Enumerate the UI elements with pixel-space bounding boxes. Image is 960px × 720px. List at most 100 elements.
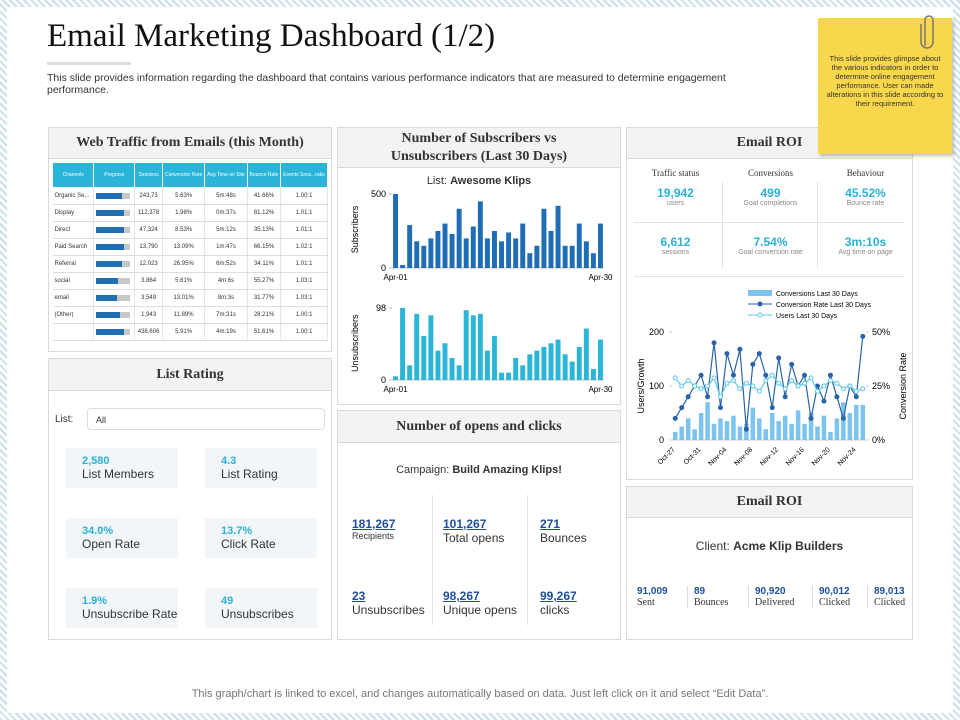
title-rule bbox=[47, 62, 131, 65]
table-cell: 81.12% bbox=[247, 204, 282, 222]
metric: 271 Bounces bbox=[540, 517, 587, 545]
opens-clicks-panel: Number of opens and clicks bbox=[337, 410, 621, 640]
bar bbox=[569, 245, 575, 268]
bar bbox=[763, 429, 769, 440]
table-cell: 5.63% bbox=[162, 187, 206, 205]
point bbox=[847, 383, 853, 389]
table-cell: 1m:47s bbox=[204, 238, 248, 256]
bar bbox=[506, 232, 512, 268]
metric-label: Goal conversion rate bbox=[738, 249, 803, 256]
table-cell: 1.03:1 bbox=[280, 289, 328, 307]
legend-label: Conversion Rate Last 30 Days bbox=[776, 302, 871, 309]
table-cell: 47,324 bbox=[134, 221, 164, 239]
table-cell: 1,943 bbox=[134, 306, 164, 324]
bar bbox=[449, 357, 455, 380]
bar bbox=[685, 418, 691, 440]
table-row: Paid Search 13,790 13.09% 1m:47s 66.15% 1.02:… bbox=[52, 238, 328, 256]
metric-label: Bounces bbox=[540, 531, 587, 545]
bar bbox=[541, 208, 547, 268]
metric-value: 98,267 bbox=[443, 589, 480, 603]
metric: 3m:10s Avg time on page bbox=[818, 235, 913, 256]
point bbox=[718, 394, 723, 400]
progress-track bbox=[96, 210, 131, 216]
point bbox=[782, 394, 788, 400]
x-tick-label: Nov-16 bbox=[785, 446, 806, 467]
paperclip bbox=[920, 15, 934, 49]
list-caption: List: Awesome Klips bbox=[337, 175, 621, 187]
metric: 45.52% Bounce rate bbox=[818, 186, 913, 207]
table-cell: social bbox=[52, 272, 95, 290]
point bbox=[718, 405, 723, 411]
point bbox=[743, 380, 749, 386]
table-cell: 13,790 bbox=[134, 238, 164, 256]
table-cell: 13.09% bbox=[162, 238, 206, 256]
stat-label: Delivered bbox=[755, 597, 795, 608]
stat-box: 13.7% Click Rate bbox=[205, 518, 317, 558]
bar bbox=[428, 238, 434, 268]
bar bbox=[477, 201, 483, 268]
metric-value: 101,267 bbox=[443, 517, 487, 531]
bar bbox=[679, 426, 684, 440]
bar bbox=[757, 418, 762, 440]
bar bbox=[555, 205, 561, 268]
column-header: Bounce Rate bbox=[246, 162, 282, 188]
point bbox=[769, 372, 775, 378]
panel-title: Email ROI bbox=[627, 487, 912, 518]
bar bbox=[789, 423, 794, 440]
column-header: Sessions bbox=[134, 162, 164, 188]
y-axis-label: Users/Growth bbox=[636, 358, 646, 413]
bar bbox=[520, 223, 526, 268]
x-tick-label: Apr-30 bbox=[588, 273, 613, 282]
table-cell: 8.53% bbox=[162, 221, 206, 239]
table-cell: 28.21% bbox=[247, 306, 282, 324]
table-cell: 26.95% bbox=[162, 255, 206, 273]
table-cell: 1.01:1 bbox=[280, 255, 328, 273]
bar bbox=[782, 415, 788, 440]
table-row: 438,606 5.91% 4m:19s 51.61% 1.00:1 bbox=[52, 323, 328, 341]
metric-value: 181,267 bbox=[352, 517, 396, 531]
legend-marker bbox=[757, 312, 763, 318]
progress-track bbox=[96, 329, 131, 335]
table-cell: Referral bbox=[52, 255, 95, 273]
stat: 89 Bounces bbox=[687, 586, 728, 608]
table-cell: (Other) bbox=[52, 306, 95, 324]
campaign: Campaign: Build Amazing Klips! bbox=[337, 464, 621, 476]
point bbox=[860, 333, 866, 339]
stat-label: Clicked bbox=[819, 597, 851, 608]
y-tick-label: 0 bbox=[659, 435, 664, 445]
header-row: Channels Progress Sessions Conversion Rate A… bbox=[51, 162, 328, 188]
metric-label: Unsubscribes bbox=[352, 603, 425, 617]
bar bbox=[744, 423, 749, 440]
point bbox=[853, 394, 859, 400]
point bbox=[679, 383, 685, 389]
metric: 23 Unsubscribes bbox=[352, 589, 425, 617]
table-cell: 66.15% bbox=[247, 238, 282, 256]
point bbox=[685, 394, 691, 400]
bar bbox=[484, 238, 490, 268]
progress-cell bbox=[93, 323, 136, 341]
table-cell: 0m:37s bbox=[204, 204, 248, 222]
point bbox=[776, 355, 782, 361]
progress-track bbox=[96, 244, 131, 250]
bar bbox=[692, 429, 697, 440]
bar bbox=[534, 350, 540, 380]
table-cell: 3,549 bbox=[134, 289, 164, 307]
client: Client: Acme Klip Builders bbox=[626, 539, 913, 553]
stat-label: List Rating bbox=[221, 467, 278, 481]
column-head: Traffic status bbox=[651, 168, 700, 178]
caption-label: List: bbox=[426, 175, 447, 187]
point bbox=[711, 375, 717, 381]
caption-value: Awesome Klips bbox=[450, 175, 532, 187]
bar bbox=[860, 404, 866, 440]
bar bbox=[506, 372, 512, 380]
point bbox=[840, 415, 846, 421]
bar bbox=[470, 315, 476, 380]
bar bbox=[435, 230, 441, 268]
panel-title: Number of opens and clicks bbox=[338, 411, 620, 443]
progress-track bbox=[96, 295, 131, 301]
bar bbox=[491, 335, 497, 380]
panel-title: Number of Subscribers vs Unsubscribers (… bbox=[338, 128, 620, 168]
point bbox=[679, 405, 685, 411]
list-select: All bbox=[87, 408, 325, 430]
